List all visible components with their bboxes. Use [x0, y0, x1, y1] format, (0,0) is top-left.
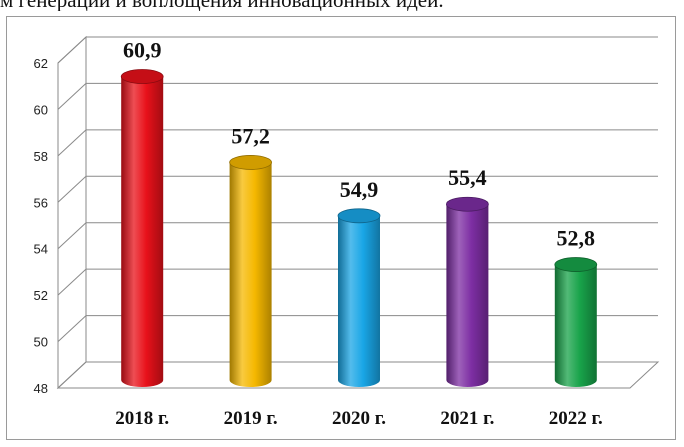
data-label: 57,2: [231, 123, 270, 148]
y-tick-label: 50: [34, 335, 48, 350]
bar-2: [337, 208, 381, 387]
gridline-depth: [57, 83, 87, 110]
gridline-depth: [57, 222, 87, 250]
y-tick-label: 60: [34, 102, 48, 117]
bar-top: [554, 257, 598, 272]
category-label: 2020 г.: [332, 408, 386, 429]
bar-1: [229, 155, 273, 388]
gridline-depth: [57, 36, 87, 64]
category-label: 2018 г.: [115, 408, 169, 429]
bar-top: [120, 69, 164, 84]
data-label: 55,4: [448, 165, 487, 190]
y-axis-tick-labels: 48 50 52 54 56 58 60 62: [34, 56, 48, 396]
bar-body: [229, 162, 272, 388]
y-tick-label: 52: [34, 288, 48, 303]
category-label: 2022 г.: [549, 408, 603, 429]
document-text-fragment: м генерации и воплощения инновационных и…: [0, 0, 684, 11]
y-tick-label: 62: [34, 56, 48, 71]
category-label: 2019 г.: [224, 408, 278, 429]
y-tick-label: 56: [34, 195, 48, 210]
y-tick-label: 58: [34, 149, 48, 164]
chart-walls: [56, 35, 660, 390]
data-label: 60,9: [123, 38, 162, 63]
bar-top: [337, 208, 381, 224]
gridline-depth: [57, 129, 87, 157]
bar-top: [229, 155, 273, 170]
x-axis-category-labels: 2018 г. 2019 г. 2020 г. 2021 г. 2022 г.: [115, 408, 603, 429]
gridline-depth: [57, 361, 87, 389]
gridline-depth: [57, 175, 87, 203]
data-label: 54,9: [340, 177, 379, 202]
data-labels: 60,9 57,2 54,9 55,4 52,8: [123, 38, 595, 251]
bar-0: [120, 69, 164, 388]
y-tick-label: 48: [34, 381, 48, 396]
bar-body: [446, 204, 489, 388]
bar-body: [121, 76, 164, 388]
gridline-depth: [57, 268, 87, 296]
bar-body: [338, 215, 380, 387]
bar-top: [445, 196, 489, 212]
bar-4: [554, 257, 598, 388]
bar-body: [554, 264, 597, 388]
y-tick-label: 54: [34, 242, 48, 257]
gridline-depth: [57, 315, 87, 342]
left-wall: [57, 35, 87, 390]
category-label: 2021 г.: [440, 408, 494, 429]
bars: [120, 69, 598, 388]
bar-3: [445, 196, 489, 388]
data-label: 52,8: [557, 226, 596, 251]
